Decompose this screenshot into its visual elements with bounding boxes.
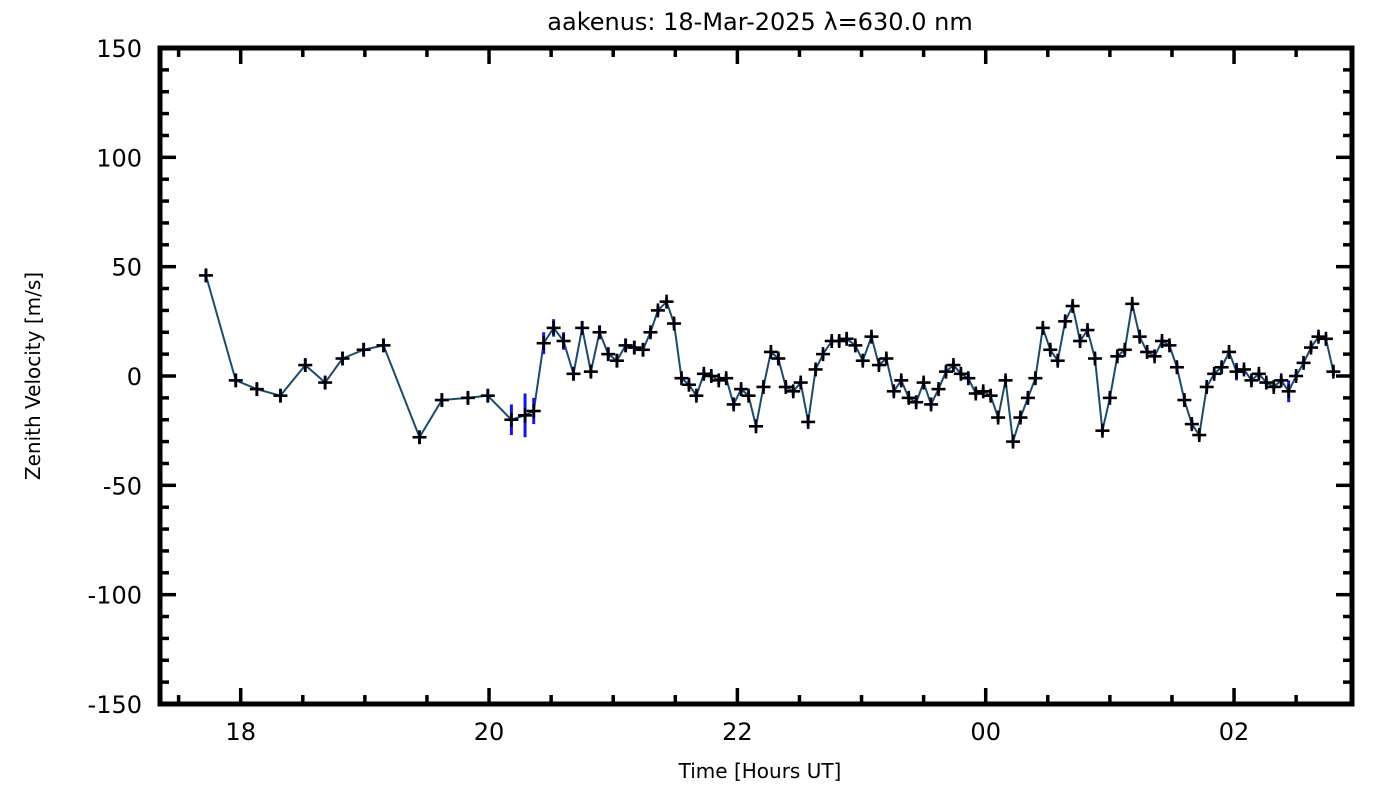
y-tick-label: 0: [127, 363, 142, 391]
x-tick-label: 18: [225, 718, 256, 746]
x-axis-label: Time [Hours UT]: [678, 759, 842, 783]
y-axis-label: Zenith Velocity [m/s]: [21, 272, 45, 480]
x-tick-label: 20: [474, 718, 505, 746]
y-tick-label: 150: [96, 35, 142, 63]
chart-title: aakenus: 18-Mar-2025 λ=630.0 nm: [547, 8, 972, 36]
x-tick-label: 00: [970, 718, 1001, 746]
y-tick-label: 100: [96, 144, 142, 172]
plot-frame: [157, 45, 1355, 707]
y-tick-label: -50: [103, 472, 142, 500]
y-tick-label: 50: [111, 254, 142, 282]
axis-tick-labels: 18 20 22 00 02 150 100 50 0 -50 -100 -150: [88, 35, 1250, 746]
x-tick-label: 22: [722, 718, 753, 746]
x-tick-label: 02: [1219, 718, 1250, 746]
y-tick-label: -150: [88, 691, 142, 719]
data-point-markers: [198, 268, 1341, 449]
y-tick-label: -100: [88, 582, 142, 610]
data-series-layer: [198, 268, 1341, 449]
